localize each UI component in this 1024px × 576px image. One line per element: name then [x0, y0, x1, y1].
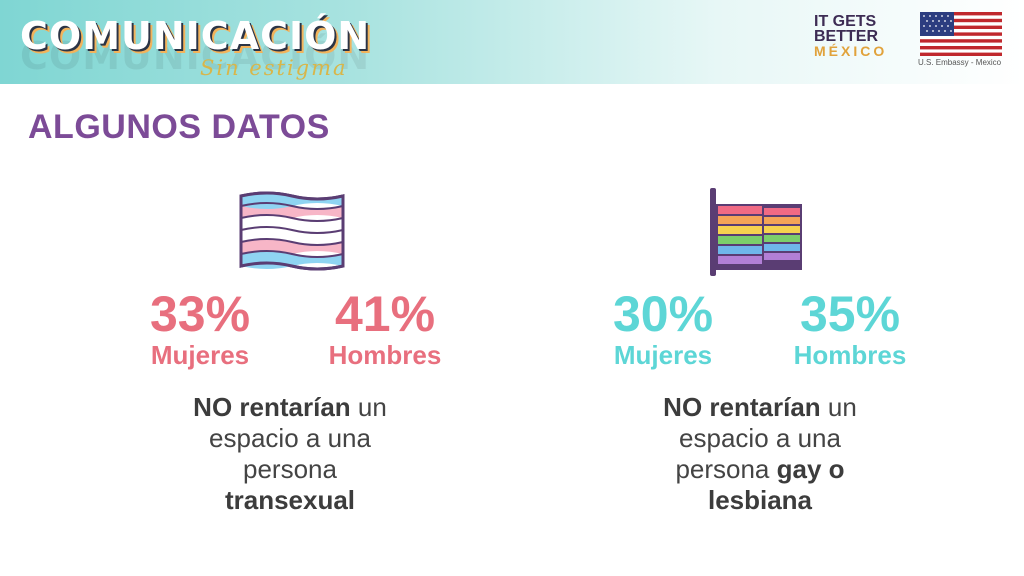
- stat-value: 35%: [799, 286, 901, 342]
- stat-label: Mujeres: [150, 340, 250, 370]
- brand-tagline: Sin estigma: [200, 56, 348, 80]
- stat-men-trans: 41% Hombres: [310, 288, 460, 370]
- desc-text: un: [820, 392, 857, 422]
- it-gets-better-logo: IT GETS BETTER MÉXICO: [814, 14, 887, 59]
- stat-men-gay: 35% Hombres: [775, 288, 925, 370]
- desc-bold: gay o: [776, 454, 845, 484]
- left-description: NO rentarían un espacio a una persona tr…: [140, 392, 440, 516]
- brand-title: COMUNICACIÓN: [20, 14, 371, 58]
- stat-women-gay: 30% Mujeres: [598, 288, 728, 370]
- us-flag-icon: [920, 12, 1002, 61]
- desc-text: un: [350, 392, 387, 422]
- embassy-caption: U.S. Embassy - Mexico: [918, 58, 1002, 67]
- stat-women-trans: 33% Mujeres: [135, 288, 265, 370]
- right-description: NO rentarían un espacio a una persona ga…: [610, 392, 910, 516]
- logo-line-3: MÉXICO: [814, 43, 888, 59]
- logo-line-1: IT GETS: [814, 13, 877, 30]
- stat-label: Hombres: [328, 340, 442, 370]
- rainbow-flag-icon: [708, 186, 808, 283]
- stat-value: 30%: [612, 286, 714, 342]
- desc-bold: transexual: [224, 485, 356, 515]
- desc-bold: NO rentarían: [193, 392, 351, 422]
- desc-text: espacio a una: [209, 423, 371, 453]
- logo-line-2: BETTER: [814, 28, 878, 45]
- desc-text: persona: [675, 454, 777, 484]
- brand-shadow: COMUNICACIÓN: [20, 34, 371, 78]
- desc-bold: NO rentarían: [663, 392, 821, 422]
- trans-flag-icon: [237, 190, 347, 277]
- desc-bold: lesbiana: [707, 485, 813, 515]
- stat-label: Mujeres: [613, 340, 713, 370]
- desc-text: persona: [243, 454, 337, 484]
- desc-text: espacio a una: [679, 423, 841, 453]
- stat-label: Hombres: [793, 340, 907, 370]
- stat-value: 41%: [334, 286, 436, 342]
- section-title: ALGUNOS DATOS: [28, 108, 330, 146]
- stat-value: 33%: [149, 286, 251, 342]
- header-banner: COMUNICACIÓN COMUNICACIÓN Sin estigma IT…: [0, 0, 1024, 84]
